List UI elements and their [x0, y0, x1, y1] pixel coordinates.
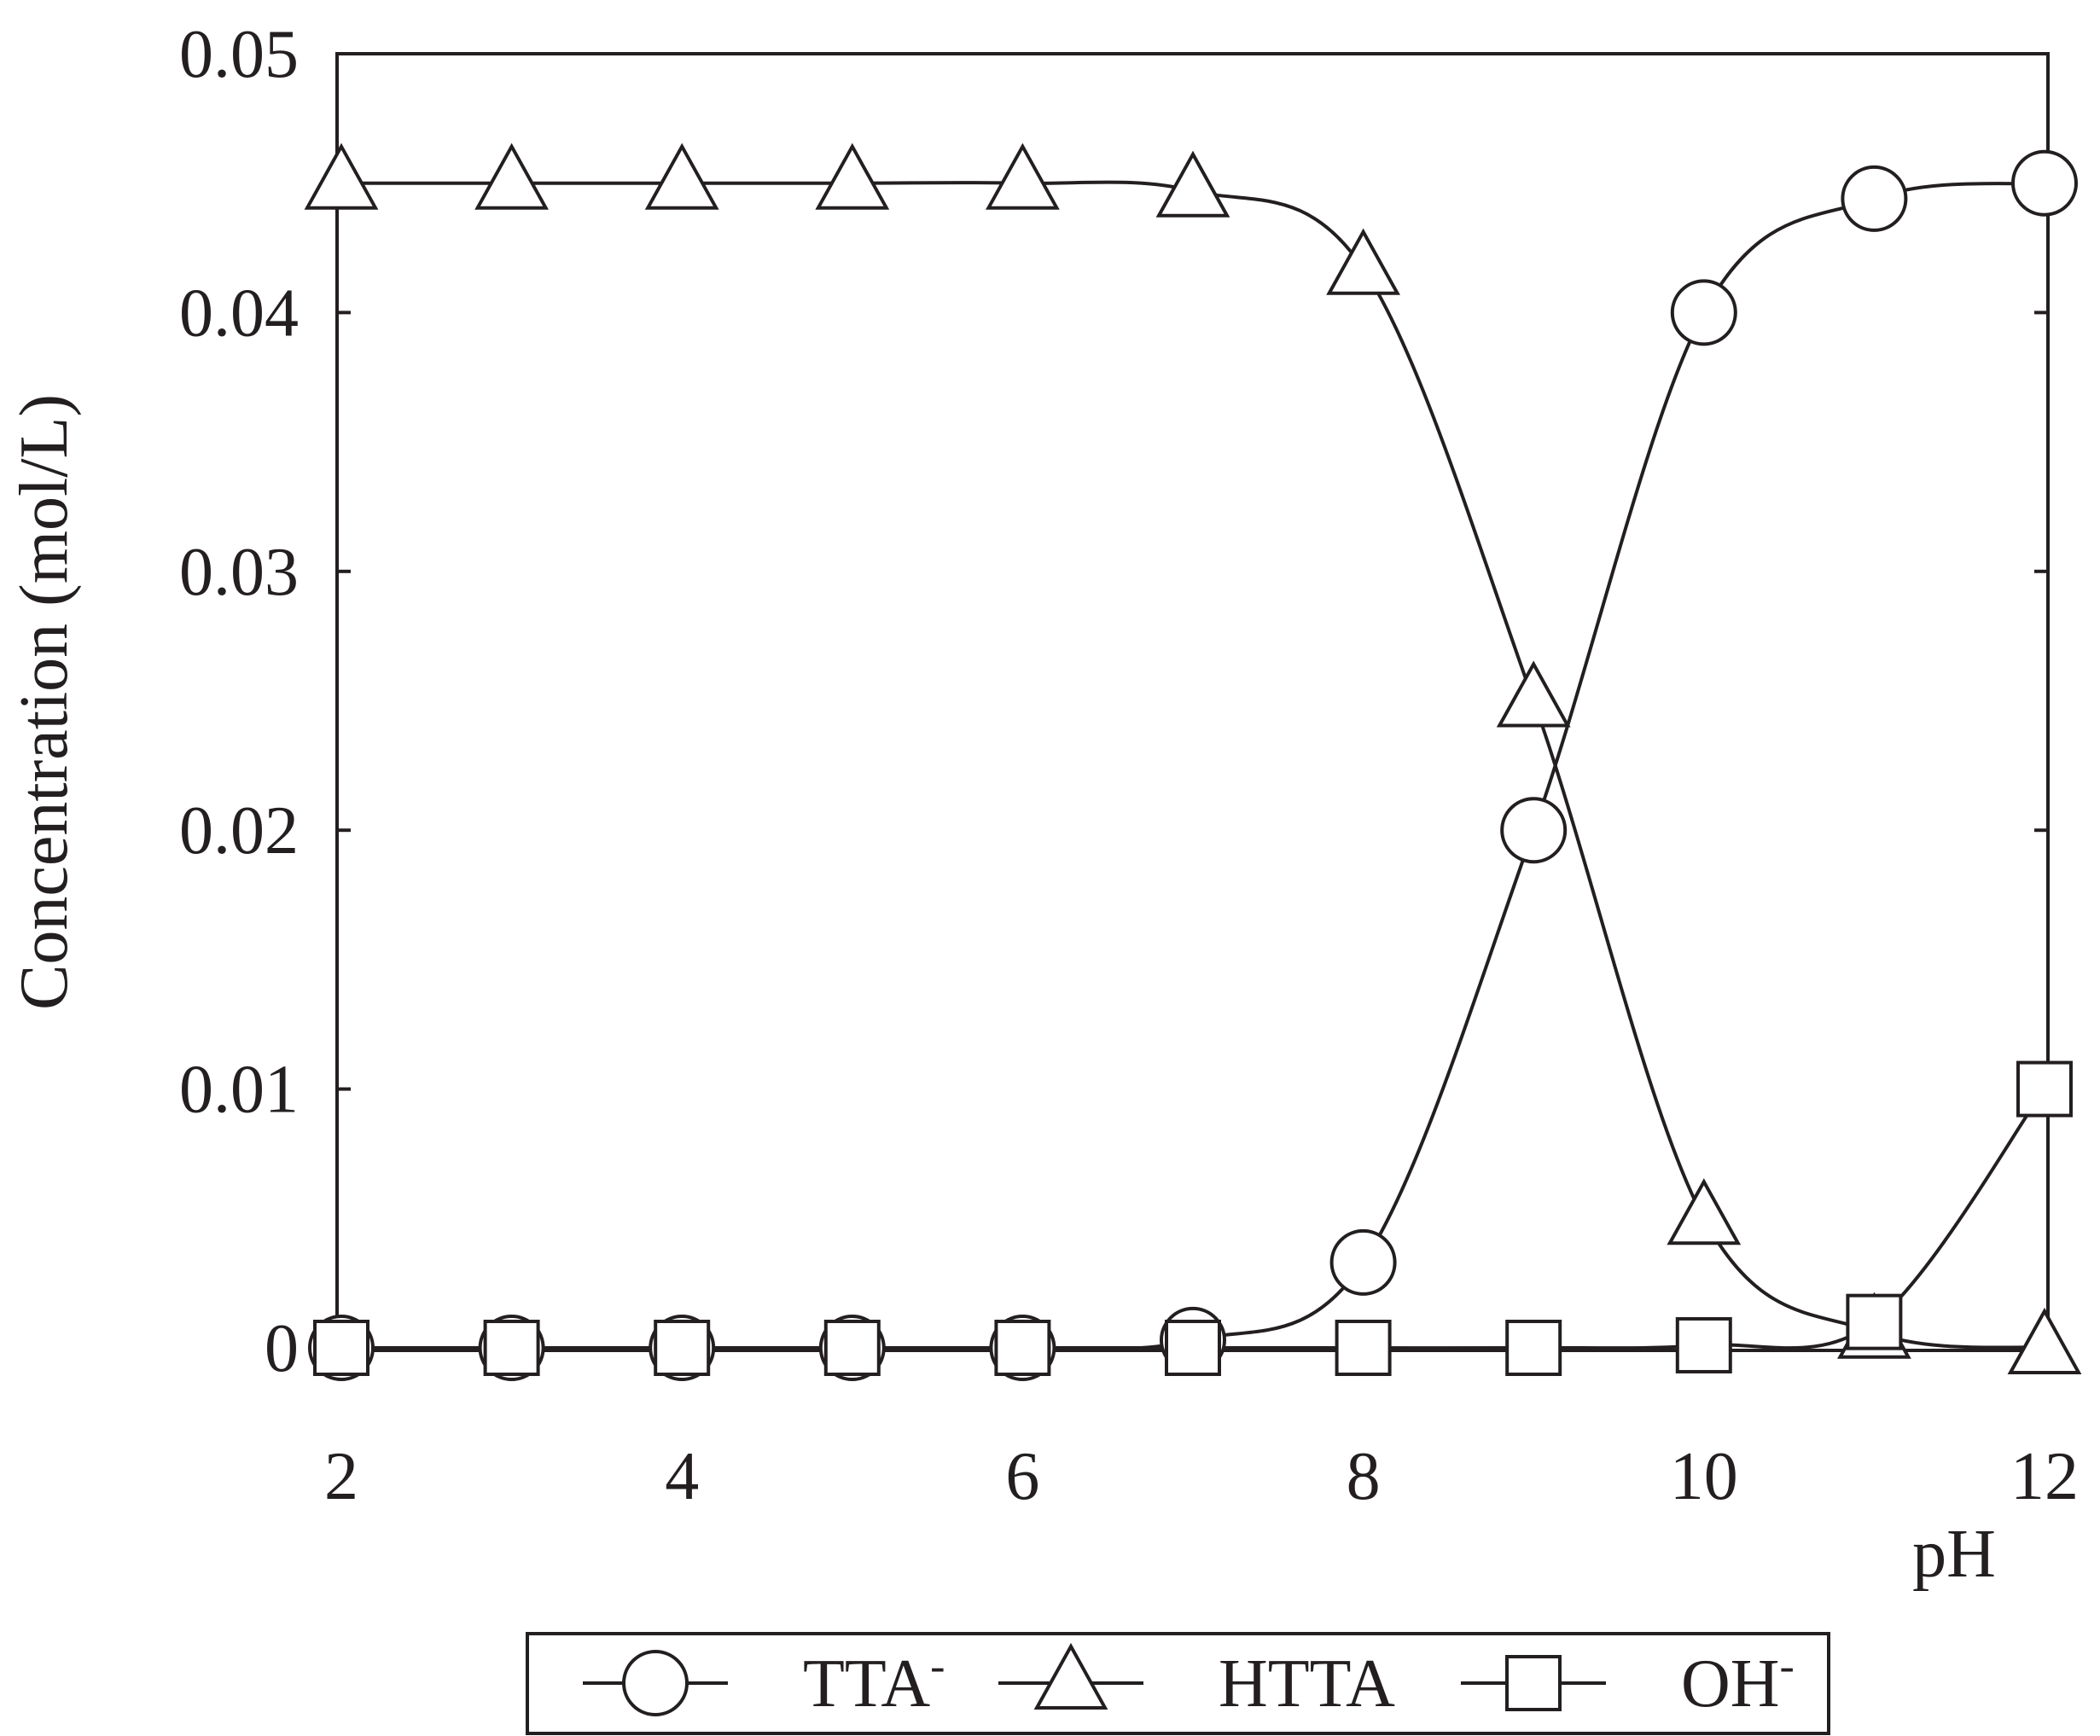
data-point-square [1505, 1320, 1562, 1376]
legend-triangle-icon [1033, 1642, 1108, 1710]
data-point-square [994, 1320, 1051, 1376]
data-point-triangle [1326, 228, 1400, 295]
data-point-triangle [1667, 1178, 1742, 1245]
y-tick-label: 0.03 [179, 535, 299, 610]
y-tick-label: 0.05 [179, 17, 299, 92]
series-lines [340, 180, 2046, 1351]
data-point-square [2016, 1060, 2073, 1118]
data-point-circle [1670, 279, 1737, 346]
data-point-square [1846, 1293, 1903, 1350]
data-point-circle [1500, 797, 1568, 864]
legend-label: HTTA [1219, 1646, 1395, 1721]
y-tick-label: 0.04 [179, 276, 299, 351]
y-tick-label: 0 [265, 1311, 299, 1386]
data-point-square [1335, 1320, 1392, 1376]
series-line-circle [340, 181, 2045, 1351]
x-tick-label: 12 [2010, 1439, 2079, 1514]
data-point-triangle [2007, 1307, 2082, 1374]
x-tick-label: 10 [1670, 1439, 1738, 1514]
data-point-square [654, 1320, 711, 1376]
data-point-square [1675, 1316, 1732, 1373]
data-point-triangle [304, 142, 379, 210]
legend-square-icon [1505, 1655, 1562, 1711]
legend-circle-icon [622, 1650, 689, 1716]
y-axis-title: Concentration (mol/L) [7, 394, 82, 1010]
data-point-square [483, 1320, 540, 1376]
legend: TTA- HTTA OH- [526, 1632, 1830, 1735]
data-point-square [1165, 1320, 1221, 1376]
data-point-circle [2011, 149, 2078, 217]
data-point-square [313, 1320, 369, 1376]
legend-label: TTA- [803, 1642, 945, 1721]
x-tick-label: 6 [1005, 1439, 1039, 1514]
x-axis: 2 4 6 8 10 12 [324, 1439, 2079, 1514]
y-tick-label: 0.02 [179, 793, 299, 868]
data-point-circle [1329, 1228, 1397, 1296]
x-axis-title: pH [1912, 1517, 1996, 1592]
y-tick-label: 0.01 [179, 1053, 299, 1128]
data-point-square [823, 1320, 881, 1376]
legend-box [526, 1632, 1830, 1735]
data-point-triangle [815, 142, 890, 210]
x-tick-label: 2 [324, 1439, 358, 1514]
series-markers [304, 142, 2082, 1381]
series-line-triangle [341, 180, 2045, 1350]
x-tick-label: 8 [1347, 1439, 1381, 1514]
legend-label: OH- [1681, 1642, 1795, 1721]
data-point-circle [1841, 165, 1908, 232]
x-tick-label: 4 [665, 1439, 699, 1514]
plot-area [335, 52, 2050, 1352]
y-axis: 0 0.01 0.02 0.03 0.04 0.05 [179, 17, 2048, 1386]
data-point-triangle [1496, 660, 1571, 728]
data-point-triangle [986, 142, 1060, 210]
data-point-triangle [1155, 150, 1230, 218]
data-point-triangle [474, 142, 549, 210]
data-point-triangle [644, 142, 719, 210]
